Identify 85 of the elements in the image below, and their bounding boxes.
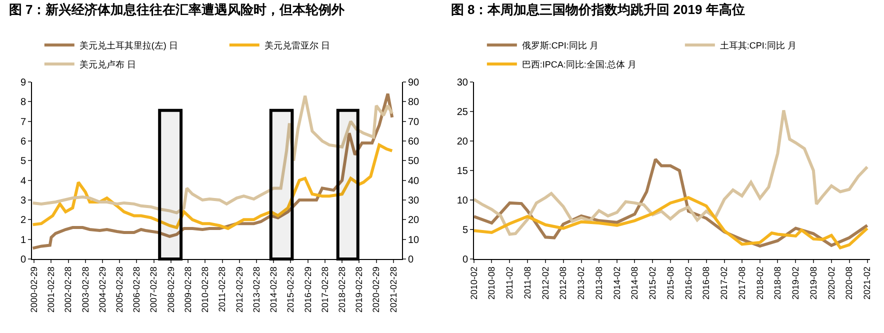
x-tick-label: 2016-02-29 [302,266,313,313]
x-tick-label: 2001-02-28 [46,266,56,313]
x-tick-label: 2016-08 [701,266,712,300]
chart-title: 图 8：本周加息三国物价指数均跳升回 2019 年高位 [450,2,745,18]
y-tick-label: 7 [20,116,26,128]
x-tick-label: 2007-02-28 [148,266,159,313]
line-series [474,196,869,250]
legend-label: 美元兑卢布 日 [79,59,136,70]
x-tick-label: 2012-08 [558,266,568,300]
y-tick-label: 2 [20,215,26,226]
y2-tick-label: 20 [408,215,420,226]
y-tick-label: 8 [20,97,26,108]
chart-title: 图 7：新兴经济体加息往往在汇率遭遇风险时，但本轮例外 [8,2,346,18]
x-tick-label: 2017-02-28 [320,266,330,313]
x-tick-label: 2014-08 [630,266,640,300]
legend-label: 美元兑雷亚尔 日 [264,40,330,50]
x-tick-label: 2011-08 [522,266,532,299]
x-tick-label: 2002-02-28 [63,266,74,313]
y-tick-label: 4 [20,176,26,187]
x-tick-label: 2013-02 [576,266,586,300]
x-tick-label: 2015-08 [665,266,676,300]
x-tick-label: 2004-02-29 [97,266,108,313]
y-tick-label: 0 [462,254,468,266]
y2-tick-label: 30 [408,196,420,206]
x-tick-label: 2019-08 [808,266,818,300]
y2-tick-label: 0 [408,254,414,266]
x-tick-label: 2003-02-28 [80,266,90,313]
line-series [32,92,394,250]
x-tick-label: 2006-02-28 [132,266,142,313]
x-tick-label: 2009-02-28 [183,266,194,313]
x-tick-label: 2020-02 [826,266,836,300]
x-tick-label: 2011-02-28 [217,266,228,312]
y-tick-label: 5 [20,156,26,168]
y2-tick-label: 40 [408,176,420,187]
y-tick-label: 15 [456,166,468,177]
x-tick-label: 2010-02-28 [200,266,210,313]
x-tick-label: 2018-02-28 [336,266,347,313]
y-tick-label: 30 [456,78,468,88]
x-tick-label: 2020-08 [844,266,854,300]
line-series [32,94,394,214]
x-tick-label: 2020-02-29 [371,266,382,313]
y2-tick-label: 70 [408,116,420,128]
x-tick-label: 2013-02-28 [251,266,262,313]
line-series [32,143,394,230]
legend-label: 土耳其:CPI:同比 月 [720,40,796,50]
x-tick-label: 2021-02 [862,266,872,300]
x-tick-label: 2010-08 [486,266,497,300]
x-tick-label: 2000-02-29 [29,266,40,313]
legend-label: 美元兑土耳其里拉(左) 日 [79,40,178,50]
legend-label: 巴西:IPCA:同比:全国:总体 月 [522,59,636,70]
x-tick-label: 2019-02-28 [354,266,364,313]
y-tick-label: 20 [456,136,468,148]
x-tick-label: 2019-02 [790,266,801,300]
legend-label: 俄罗斯:CPI:同比 月 [522,40,598,50]
line-series [474,108,869,236]
x-tick-label: 2015-02-28 [286,266,296,313]
y-tick-label: 6 [20,136,26,148]
y-tick-label: 9 [20,78,26,88]
x-tick-label: 2014-02-28 [268,266,279,313]
x-tick-label: 2012-02-29 [234,266,244,313]
x-tick-label: 2011-02 [504,266,515,299]
x-tick-label: 2018-02 [754,266,765,300]
y2-tick-label: 60 [408,136,420,148]
x-tick-label: 2017-08 [736,266,747,300]
y2-tick-label: 90 [408,78,420,88]
y-tick-label: 3 [20,196,26,206]
x-tick-label: 2010-02 [468,266,479,300]
y2-tick-label: 50 [408,156,420,168]
x-tick-label: 2012-02 [540,266,550,300]
x-tick-label: 2008-02-29 [166,266,176,313]
x-tick-label: 2013-08 [594,266,604,300]
y2-tick-label: 80 [408,97,420,108]
y-tick-label: 1 [20,234,26,246]
x-tick-label: 2014-02 [612,266,622,300]
x-tick-label: 2016-02 [683,266,694,300]
x-tick-label: 2017-02 [719,266,730,300]
y2-tick-label: 10 [408,234,420,246]
y-tick-label: 10 [456,196,468,206]
x-tick-label: 2018-08 [772,266,783,300]
y-tick-label: 5 [462,225,468,236]
x-tick-label: 2005-02-28 [114,266,125,313]
x-tick-label: 2015-02 [648,266,658,300]
x-tick-label: 2021-02-28 [388,266,398,313]
y-tick-label: 25 [456,107,468,118]
y-tick-label: 0 [20,254,26,266]
